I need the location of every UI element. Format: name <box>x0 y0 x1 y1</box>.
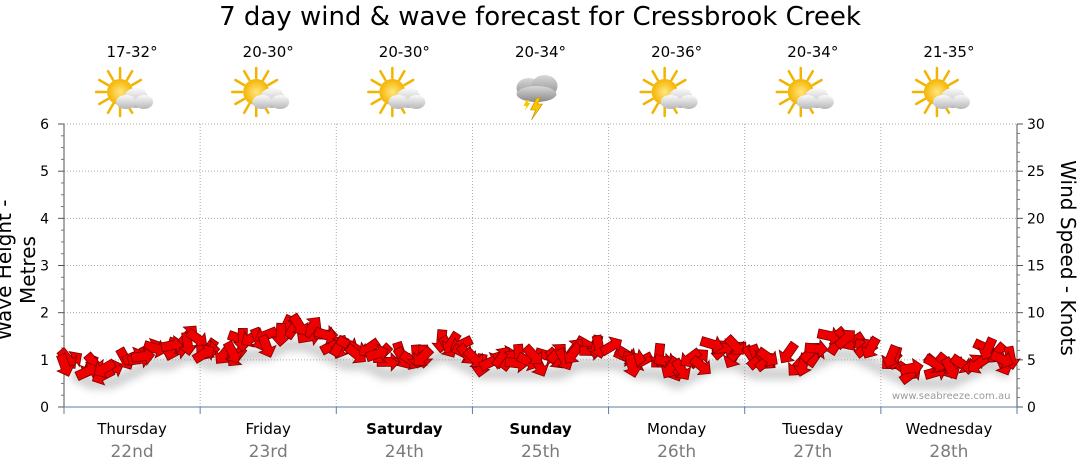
day-temperature: 20-30° <box>378 43 430 61</box>
y2-tick-label: 0 <box>1027 400 1036 416</box>
day-temperature: 20-34° <box>514 43 567 61</box>
wind-arrow <box>723 333 745 355</box>
watermark[interactable]: www.seabreeze.com.au <box>892 391 1011 402</box>
day-temperature: 20-36° <box>651 43 703 61</box>
wind-arrow <box>899 357 924 378</box>
day-date: 28th <box>929 442 969 462</box>
wind-arrow <box>940 356 961 380</box>
wind-arrow <box>288 312 309 336</box>
y-tick-label: 0 <box>40 400 49 416</box>
wind-arrow <box>623 353 643 378</box>
wind-arrow <box>670 357 692 381</box>
y-tick-label: 1 <box>40 353 49 369</box>
y-tick-label: 3 <box>40 259 49 275</box>
day-date: 26th <box>657 442 697 462</box>
y2-tick-label: 30 <box>1027 117 1045 133</box>
wind-arrow <box>599 336 623 357</box>
wind-arrow <box>989 349 1014 370</box>
day-name: Wednesday <box>905 420 993 438</box>
wind-arrow <box>860 335 881 359</box>
partly-cloudy-icon <box>367 66 426 118</box>
wind-arrow <box>413 345 435 366</box>
wind-arrow <box>689 354 711 376</box>
wind-arrow <box>313 326 338 346</box>
day-date: 24th <box>384 442 424 462</box>
y-axis-right-label: Wind Speed - Knots <box>1056 160 1080 356</box>
y2-tick-label: 20 <box>1027 211 1045 227</box>
partly-cloudy-icon <box>639 66 698 118</box>
wind-arrow <box>699 335 724 355</box>
day-date: 25th <box>520 442 561 462</box>
y2-tick-label: 10 <box>1027 306 1045 322</box>
wind-arrow <box>191 343 215 364</box>
chart-title: 7 day wind & wave forecast for Cressbroo… <box>219 2 861 32</box>
y2-tick-label: 15 <box>1027 259 1045 275</box>
day-name: Tuesday <box>782 420 844 438</box>
wind-arrow <box>364 343 389 363</box>
day-temperature: 21-35° <box>923 43 975 61</box>
partly-cloudy-icon <box>230 66 290 118</box>
wind-arrow <box>56 352 75 377</box>
y-tick-label: 2 <box>40 306 49 322</box>
wind-arrow <box>178 331 198 356</box>
day-date: 22nd <box>110 442 154 462</box>
day-temperature: 20-34° <box>787 43 839 61</box>
partly-cloudy-icon <box>94 66 154 118</box>
grid-lines <box>64 123 1017 407</box>
wind-arrow <box>257 333 277 358</box>
wind-arrow <box>93 358 117 379</box>
wind-arrow <box>462 346 484 368</box>
wind-arrow <box>521 343 543 365</box>
wind-arrow <box>563 341 584 364</box>
partly-cloudy-icon <box>775 66 834 118</box>
wind-arrow <box>376 351 401 372</box>
y2-tick-label: 5 <box>1027 353 1036 369</box>
y2-tick-label: 25 <box>1027 164 1045 180</box>
day-temperature: 17-32° <box>106 43 158 61</box>
partly-cloudy-icon <box>911 66 970 118</box>
wind-arrows <box>56 312 1021 386</box>
wind-arrow <box>301 316 322 339</box>
y-tick-label: 4 <box>40 211 49 227</box>
wind-arrow <box>222 340 243 364</box>
wind-arrow <box>778 340 799 364</box>
wind-arrow <box>755 346 778 367</box>
thunderstorm-icon <box>516 75 558 121</box>
day-date: 27th <box>793 442 833 462</box>
wind-arrow <box>881 343 901 369</box>
day-name: Friday <box>245 420 291 438</box>
day-temperature: 20-30° <box>242 43 294 61</box>
wind-arrow <box>680 347 703 368</box>
wind-arrow <box>804 338 829 359</box>
day-date: 23rd <box>248 442 288 462</box>
y-tick-label: 5 <box>40 164 49 180</box>
day-name: Thursday <box>97 420 167 438</box>
y-tick-label: 6 <box>40 117 49 133</box>
wind-arrow <box>270 322 291 347</box>
wind-arrow <box>833 329 855 351</box>
day-name: Monday <box>647 420 707 438</box>
day-name: Saturday <box>366 420 443 438</box>
day-name: Sunday <box>509 420 572 438</box>
y-axis-left-label: Wave Height - Metres <box>0 200 40 341</box>
wind-arrow <box>130 346 156 366</box>
